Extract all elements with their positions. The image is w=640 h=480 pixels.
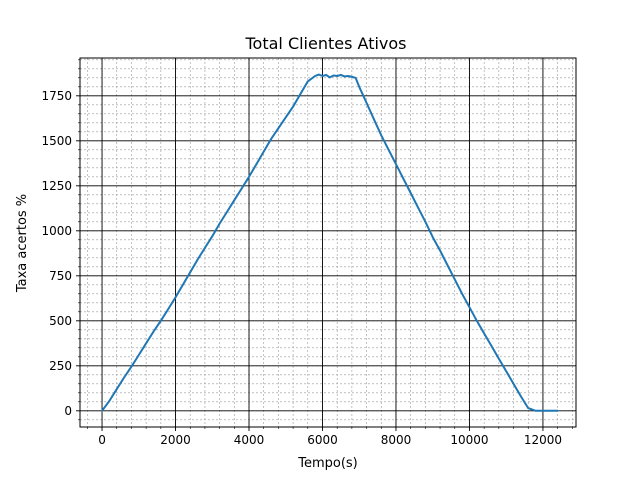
x-tick-label: 2000 <box>160 433 191 447</box>
x-tick-label: 8000 <box>381 433 412 447</box>
x-axis-ticks: 0 2000 4000 6000 8000 10000 12000 <box>98 427 562 447</box>
y-tick-label: 1000 <box>41 224 72 238</box>
x-tick-label: 4000 <box>234 433 265 447</box>
y-axis-ticks: 0 250 500 750 1000 1250 1500 1750 <box>41 89 80 418</box>
chart-title: Total Clientes Ativos <box>244 34 406 53</box>
x-tick-label: 10000 <box>450 433 488 447</box>
x-tick-label: 0 <box>98 433 106 447</box>
y-tick-label: 750 <box>49 269 72 283</box>
y-tick-label: 250 <box>49 359 72 373</box>
x-axis-label: Tempo(s) <box>297 456 358 471</box>
x-tick-label: 6000 <box>307 433 338 447</box>
y-tick-label: 1750 <box>41 89 72 103</box>
series-line-0 <box>101 73 559 412</box>
x-tick-label: 12000 <box>524 433 562 447</box>
y-tick-label: 500 <box>49 314 72 328</box>
y-axis-label: Taxa acertos % <box>15 194 30 293</box>
axes-frame <box>79 57 577 428</box>
y-tick-label: 1500 <box>41 134 72 148</box>
plot-area <box>101 73 559 412</box>
y-tick-label: 0 <box>64 404 72 418</box>
major-grid <box>80 58 576 427</box>
y-tick-label: 1250 <box>41 179 72 193</box>
